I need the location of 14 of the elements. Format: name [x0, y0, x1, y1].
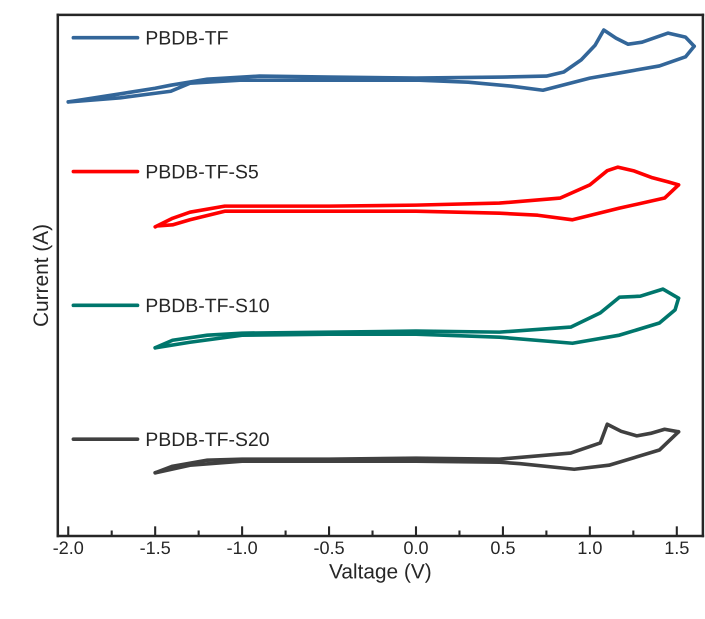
x-tick-label: 0.0: [404, 541, 428, 554]
legend-label: PBDB-TF-S20: [146, 432, 269, 446]
x-tick-label: -0.5: [314, 541, 344, 554]
x-tick-label: -2.0: [53, 541, 84, 554]
x-tick-label: 1.0: [578, 541, 602, 554]
legend-label: PBDB-TF: [146, 31, 228, 45]
x-axis-title: Valtage (V): [329, 563, 430, 583]
x-tick-label: -1.0: [227, 541, 257, 554]
x-tick-label: 1.5: [666, 542, 689, 554]
x-tick-label: 0.5: [491, 541, 515, 554]
legend-label: PBDB-TF-S5: [146, 164, 258, 179]
legend-label: PBDB-TF-S10: [146, 298, 269, 312]
y-axis-title: Current (A): [32, 225, 52, 326]
x-tick-label: -1.5: [140, 542, 170, 554]
